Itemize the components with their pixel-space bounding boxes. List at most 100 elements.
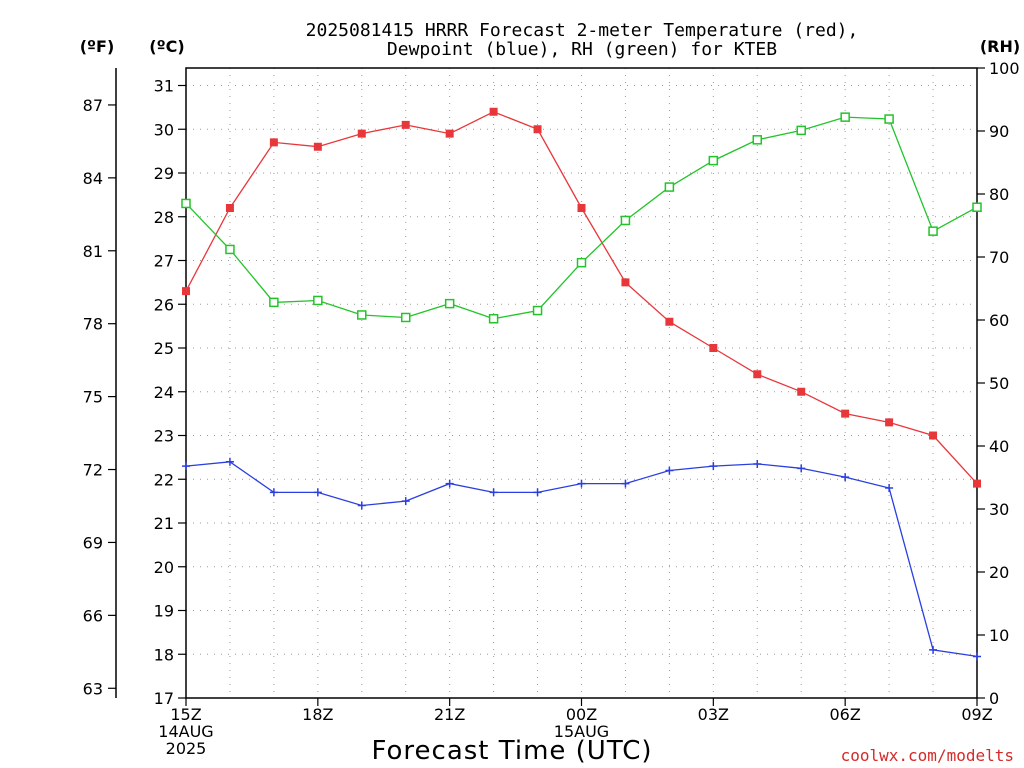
x-tick-label: 09Z	[961, 705, 992, 724]
dewpoint-point	[577, 479, 586, 488]
celsius-tick-label: 22	[154, 470, 174, 489]
temperature-point	[753, 370, 762, 379]
temperature-point	[709, 344, 718, 352]
x-tick-label: 06Z	[830, 705, 861, 724]
dewpoint-point	[182, 462, 190, 471]
rh-tick-label: 20	[989, 563, 1009, 582]
temperature-point	[841, 409, 850, 418]
dewpoint-point	[621, 479, 630, 488]
dewpoint-point	[665, 466, 674, 475]
rh-point	[708, 155, 719, 166]
celsius-tick-label: 25	[154, 339, 174, 358]
x-tick-label: 15AUG	[554, 722, 609, 741]
x-tick-label: 00Z	[566, 705, 597, 724]
temperature-point	[533, 125, 542, 134]
celsius-tick-label: 27	[154, 252, 174, 271]
celsius-tick-label: 31	[154, 77, 174, 96]
celsius-tick-label: 26	[154, 295, 174, 314]
dewpoint-point	[753, 459, 762, 468]
celsius-unit-label: (ºC)	[149, 37, 184, 56]
rh-tick-label: 80	[989, 185, 1009, 204]
axis-ticks: 17 18 19 20 21 22 23 24 25 26 27 28 29 30 31 63 66 69 72 75…	[83, 59, 1020, 758]
temperature-point	[665, 317, 674, 326]
x-tick-label: 14AUG	[158, 722, 213, 741]
dewpoint-point	[313, 488, 322, 497]
fahrenheit-tick-label: 87	[83, 96, 103, 115]
temperature-point	[313, 142, 322, 151]
dewpoint-point	[929, 645, 938, 654]
rh-tick-label: 100	[989, 59, 1020, 78]
celsius-tick-label: 20	[154, 558, 174, 577]
fahrenheit-tick-label: 72	[83, 461, 103, 480]
temperature-point	[489, 107, 498, 116]
dewpoint-point	[533, 488, 542, 497]
celsius-tick-label: 17	[154, 689, 174, 708]
credit-text: coolwx.com/modelts	[841, 746, 1014, 765]
temperature-point	[885, 418, 894, 427]
rh-point	[313, 295, 323, 306]
rh-unit-label: (RH)	[980, 37, 1020, 56]
celsius-tick-label: 30	[154, 120, 174, 139]
rh-point	[357, 310, 367, 320]
temperature-point	[973, 479, 981, 488]
rh-point	[884, 114, 894, 124]
temperature-point	[577, 204, 586, 212]
temperature-point	[269, 138, 278, 147]
rh-point	[664, 182, 675, 192]
rh-tick-label: 30	[989, 500, 1009, 519]
celsius-tick-label: 21	[154, 514, 174, 533]
dewpoint-line	[185, 461, 978, 658]
dewpoint-point	[709, 462, 718, 471]
rh-tick-label: 50	[989, 374, 1009, 393]
temperature-point	[401, 120, 410, 129]
dewpoint-point	[445, 479, 454, 488]
rh-point	[181, 198, 191, 209]
celsius-tick-label: 28	[154, 208, 174, 227]
temperature-point	[182, 287, 190, 296]
temperature-point	[445, 129, 454, 138]
fahrenheit-tick-label: 75	[83, 388, 103, 407]
dewpoint-point	[797, 464, 806, 473]
fahrenheit-tick-label: 81	[83, 242, 103, 261]
rh-point	[488, 313, 499, 324]
rh-tick-label: 10	[989, 626, 1009, 645]
rh-tick-label: 60	[989, 311, 1009, 330]
dewpoint-point	[841, 473, 850, 482]
dewpoint-point	[489, 488, 498, 497]
dewpoint-point	[885, 484, 894, 492]
rh-point	[928, 226, 938, 236]
celsius-tick-label: 24	[154, 383, 174, 402]
celsius-tick-label: 23	[154, 427, 174, 446]
fahrenheit-tick-label: 63	[83, 679, 103, 698]
rh-point	[796, 125, 806, 136]
rh-point	[972, 202, 982, 212]
dewpoint-point	[225, 457, 234, 466]
temperature-point	[357, 129, 366, 138]
rh-point	[840, 112, 850, 122]
dewpoint-point	[357, 501, 366, 510]
dewpoint-point	[401, 497, 410, 506]
temperature-line	[185, 111, 978, 485]
gridlines	[186, 68, 977, 698]
temperature-point	[929, 431, 938, 440]
x-tick-label: 21Z	[434, 705, 465, 724]
series-layer	[181, 107, 982, 661]
rh-point	[269, 297, 279, 308]
temperature-point	[621, 278, 630, 287]
x-tick-label: 2025	[166, 739, 207, 758]
fahrenheit-tick-label: 66	[83, 606, 103, 625]
temperature-point	[797, 387, 806, 396]
rh-point	[225, 244, 235, 255]
fahrenheit-tick-label: 69	[83, 533, 103, 552]
celsius-tick-label: 19	[154, 602, 174, 621]
rh-point	[576, 257, 587, 268]
rh-point	[444, 298, 455, 309]
rh-tick-label: 0	[989, 689, 999, 708]
x-tick-label: 15Z	[170, 705, 201, 724]
rh-point	[532, 305, 543, 316]
rh-point	[400, 312, 411, 323]
rh-point	[752, 135, 763, 145]
dewpoint-point	[973, 652, 981, 661]
rh-tick-label: 90	[989, 122, 1009, 141]
